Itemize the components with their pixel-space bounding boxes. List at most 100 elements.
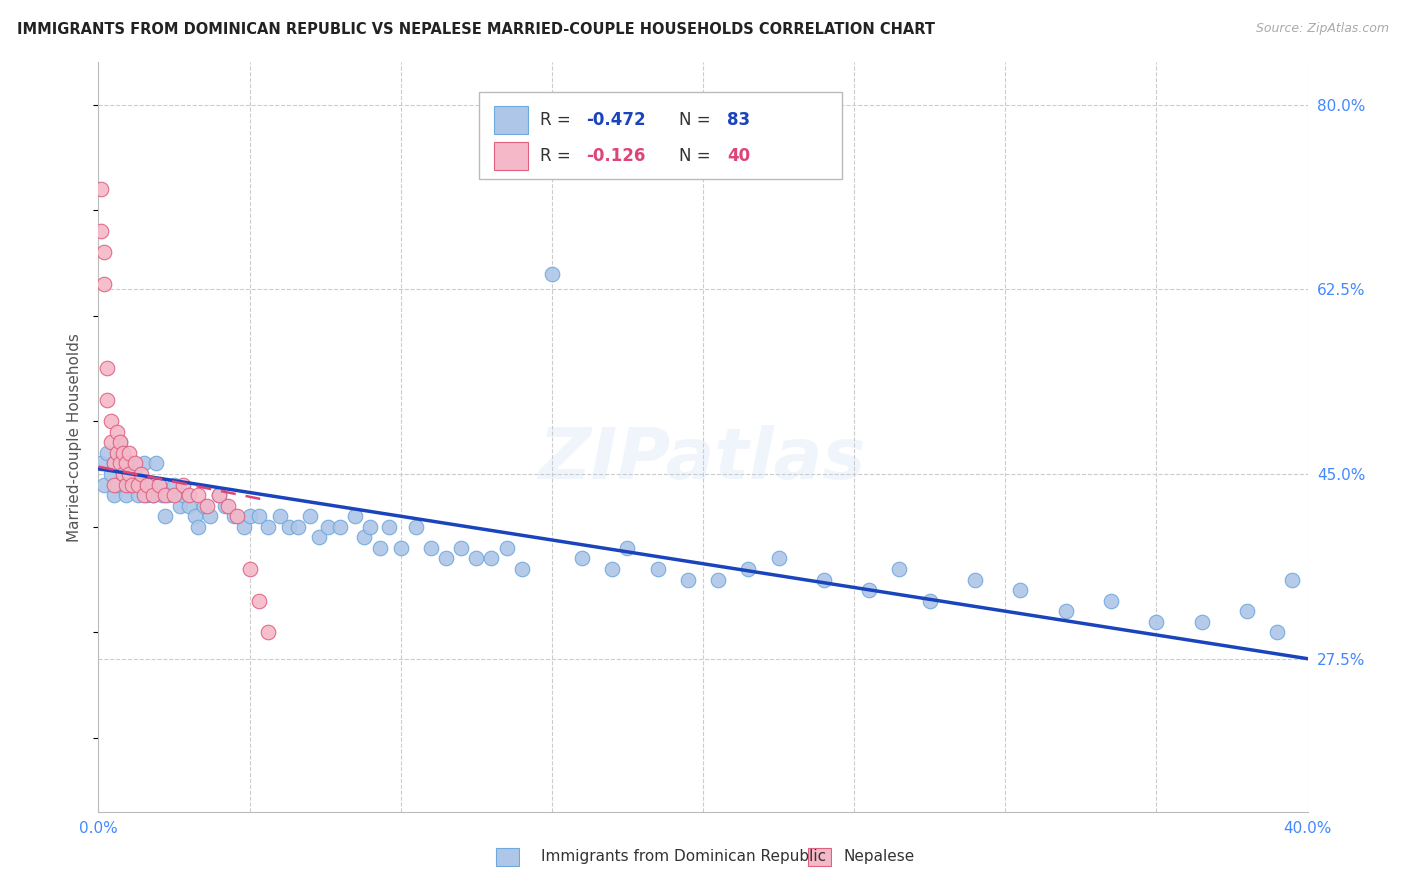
- Point: [163, 488, 186, 502]
- Point: [139, 477, 162, 491]
- Point: [184, 509, 207, 524]
- Point: [129, 467, 152, 481]
- Point: [129, 477, 152, 491]
- Point: [360, 520, 382, 534]
- Point: [239, 562, 262, 576]
- Point: [1191, 615, 1213, 629]
- Point: [602, 562, 624, 576]
- Point: [344, 509, 367, 524]
- Text: Source: ZipAtlas.com: Source: ZipAtlas.com: [1256, 22, 1389, 36]
- Text: IMMIGRANTS FROM DOMINICAN REPUBLIC VS NEPALESE MARRIED-COUPLE HOUSEHOLDS CORRELA: IMMIGRANTS FROM DOMINICAN REPUBLIC VS NE…: [17, 22, 935, 37]
- Point: [179, 488, 201, 502]
- Point: [676, 573, 699, 587]
- Point: [187, 488, 209, 502]
- Text: N =: N =: [679, 112, 716, 129]
- Point: [103, 477, 125, 491]
- Point: [1010, 583, 1032, 598]
- Point: [156, 488, 179, 502]
- Point: [118, 467, 141, 481]
- Point: [127, 477, 149, 491]
- Point: [93, 245, 115, 260]
- Point: [858, 583, 880, 598]
- Point: [616, 541, 638, 555]
- Point: [142, 488, 165, 502]
- Point: [150, 488, 173, 502]
- Point: [90, 457, 112, 471]
- Point: [707, 573, 730, 587]
- Point: [353, 530, 375, 544]
- Point: [214, 499, 236, 513]
- Point: [256, 625, 278, 640]
- Point: [481, 551, 503, 566]
- Point: [389, 541, 412, 555]
- Text: 40: 40: [727, 147, 751, 165]
- Point: [132, 457, 155, 471]
- Point: [1281, 573, 1303, 587]
- Point: [247, 593, 270, 607]
- Point: [100, 414, 122, 428]
- FancyBboxPatch shape: [479, 93, 842, 178]
- Point: [224, 509, 246, 524]
- Point: [1144, 615, 1167, 629]
- Point: [465, 551, 488, 566]
- Point: [90, 224, 112, 238]
- Point: [420, 541, 443, 555]
- Point: [510, 562, 533, 576]
- Point: [111, 446, 134, 460]
- Text: N =: N =: [679, 147, 716, 165]
- Point: [434, 551, 457, 566]
- Point: [232, 520, 254, 534]
- Point: [121, 457, 143, 471]
- Bar: [494, 106, 527, 135]
- Point: [965, 573, 987, 587]
- Point: [121, 477, 143, 491]
- Point: [96, 393, 118, 408]
- Point: [737, 562, 759, 576]
- Point: [103, 457, 125, 471]
- Text: ZIPatlas: ZIPatlas: [540, 425, 866, 494]
- Point: [127, 488, 149, 502]
- Point: [114, 457, 136, 471]
- Bar: [494, 142, 527, 170]
- Y-axis label: Married-couple Households: Married-couple Households: [67, 333, 83, 541]
- Point: [135, 488, 157, 502]
- Point: [96, 361, 118, 376]
- Point: [450, 541, 472, 555]
- Point: [495, 541, 517, 555]
- Point: [148, 477, 170, 491]
- Point: [193, 499, 215, 513]
- Point: [208, 488, 231, 502]
- Point: [768, 551, 790, 566]
- Point: [377, 520, 399, 534]
- Point: [571, 551, 593, 566]
- Point: [100, 435, 122, 450]
- Point: [169, 499, 191, 513]
- Point: [299, 509, 322, 524]
- Point: [287, 520, 309, 534]
- Point: [124, 457, 146, 471]
- Text: R =: R =: [540, 147, 576, 165]
- Point: [918, 593, 941, 607]
- Point: [368, 541, 391, 555]
- Point: [108, 435, 131, 450]
- Point: [647, 562, 669, 576]
- Point: [96, 446, 118, 460]
- Text: Immigrants from Dominican Republic: Immigrants from Dominican Republic: [541, 849, 827, 863]
- Text: 83: 83: [727, 112, 751, 129]
- Point: [239, 509, 262, 524]
- Text: -0.472: -0.472: [586, 112, 645, 129]
- Point: [142, 488, 165, 502]
- Point: [111, 467, 134, 481]
- Point: [103, 488, 125, 502]
- Point: [1054, 604, 1077, 618]
- Point: [103, 457, 125, 471]
- Point: [308, 530, 330, 544]
- Point: [118, 457, 141, 471]
- Point: [269, 509, 291, 524]
- Point: [200, 509, 222, 524]
- Point: [172, 477, 194, 491]
- Point: [124, 467, 146, 481]
- Point: [114, 477, 136, 491]
- Text: Nepalese: Nepalese: [844, 849, 915, 863]
- Point: [114, 488, 136, 502]
